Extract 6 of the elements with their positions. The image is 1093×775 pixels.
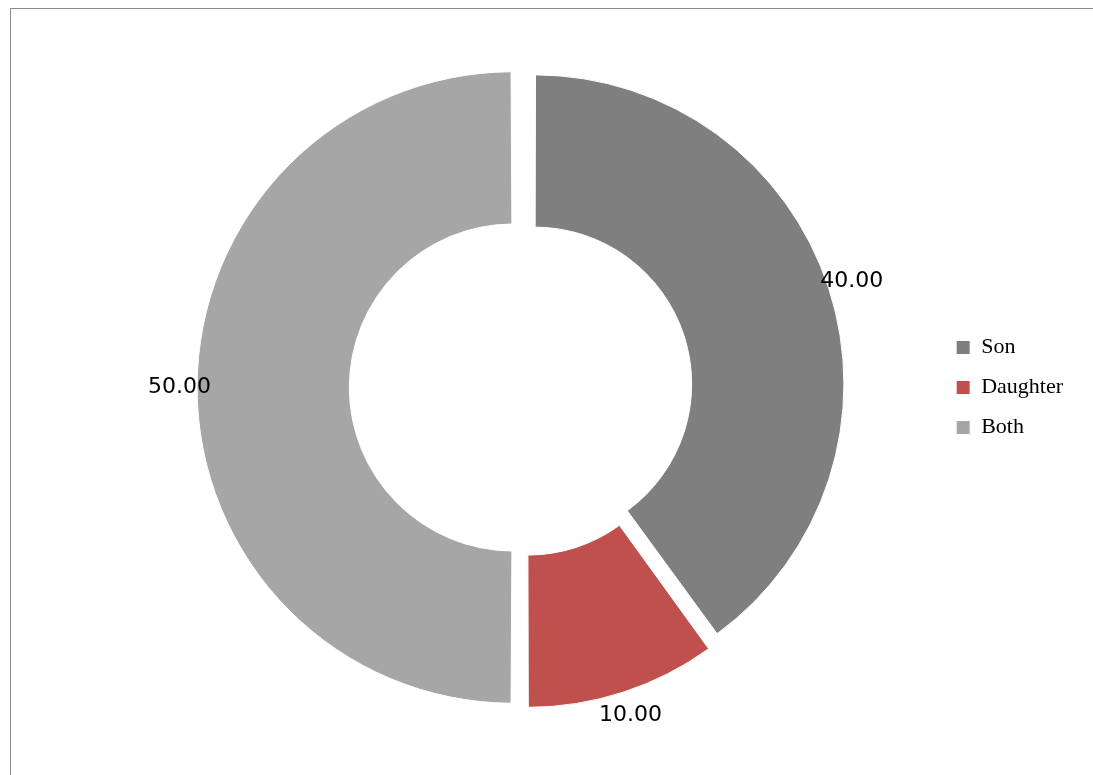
- data-label: 50.00: [148, 373, 212, 399]
- legend-label: Daughter: [981, 373, 1064, 399]
- legend-label: Son: [981, 333, 1016, 359]
- data-label: 40.00: [820, 266, 884, 292]
- legend-label: Both: [981, 413, 1024, 439]
- data-label: 10.00: [599, 700, 663, 726]
